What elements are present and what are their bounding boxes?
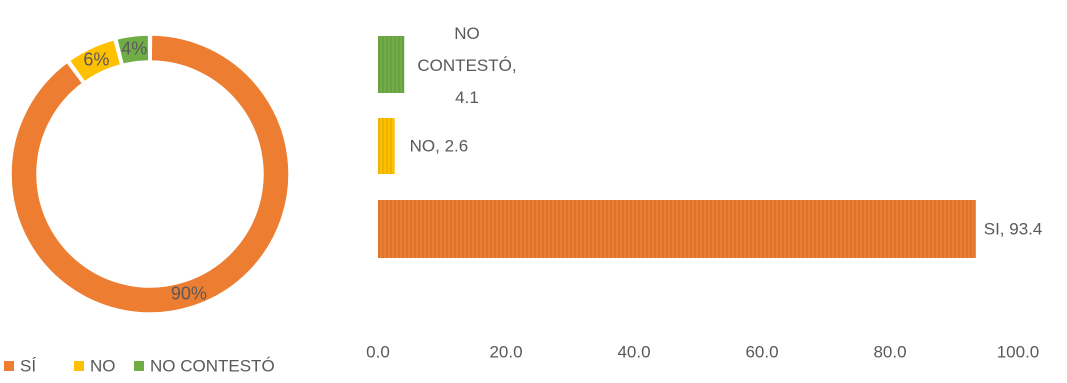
x-tick-label-3: 60.0 <box>745 342 778 361</box>
legend-swatch-no <box>74 361 84 371</box>
bar-label-no: NO, 2.6 <box>410 136 469 155</box>
bar-label-no-contesto-line-2: CONTESTÓ, <box>417 56 516 75</box>
donut-slice-si <box>10 34 290 314</box>
donut-slice-no <box>68 38 122 83</box>
bar-label-no-contesto-line-3: 4.1 <box>455 88 479 107</box>
bar-no <box>378 118 395 174</box>
x-tick-label-5: 100.0 <box>997 342 1040 361</box>
legend-label-si: SÍ <box>20 356 36 375</box>
legend-label-no-contesto: NO CONTESTÓ <box>150 356 275 375</box>
legend: SÍ NO NO CONTESTÓ <box>4 356 275 375</box>
donut-slice-no-contesto <box>115 34 150 66</box>
legend-item-no-contesto: NO CONTESTÓ <box>134 356 275 375</box>
bar-si <box>378 200 976 258</box>
legend-item-si: SÍ <box>4 356 36 375</box>
bar-label-no-contesto: NO CONTESTÓ, 4.1 <box>417 24 516 107</box>
x-tick-label-0: 0.0 <box>366 342 390 361</box>
legend-swatch-no-contesto <box>134 361 144 371</box>
legend-item-no: NO <box>74 356 116 375</box>
bar-no-contesto <box>378 36 405 93</box>
bar-label-si: SI, 93.4 <box>984 219 1043 238</box>
donut-label-si: 90% <box>171 284 207 304</box>
bar-label-no-contesto-line-1: NO <box>454 24 480 43</box>
donut-label-no: 6% <box>83 50 109 70</box>
x-tick-label-1: 20.0 <box>489 342 522 361</box>
donut-label-no-contesto: 4% <box>121 39 147 59</box>
x-tick-label-4: 80.0 <box>873 342 906 361</box>
legend-swatch-si <box>4 361 14 371</box>
legend-label-no: NO <box>90 356 116 375</box>
x-tick-label-2: 40.0 <box>617 342 650 361</box>
